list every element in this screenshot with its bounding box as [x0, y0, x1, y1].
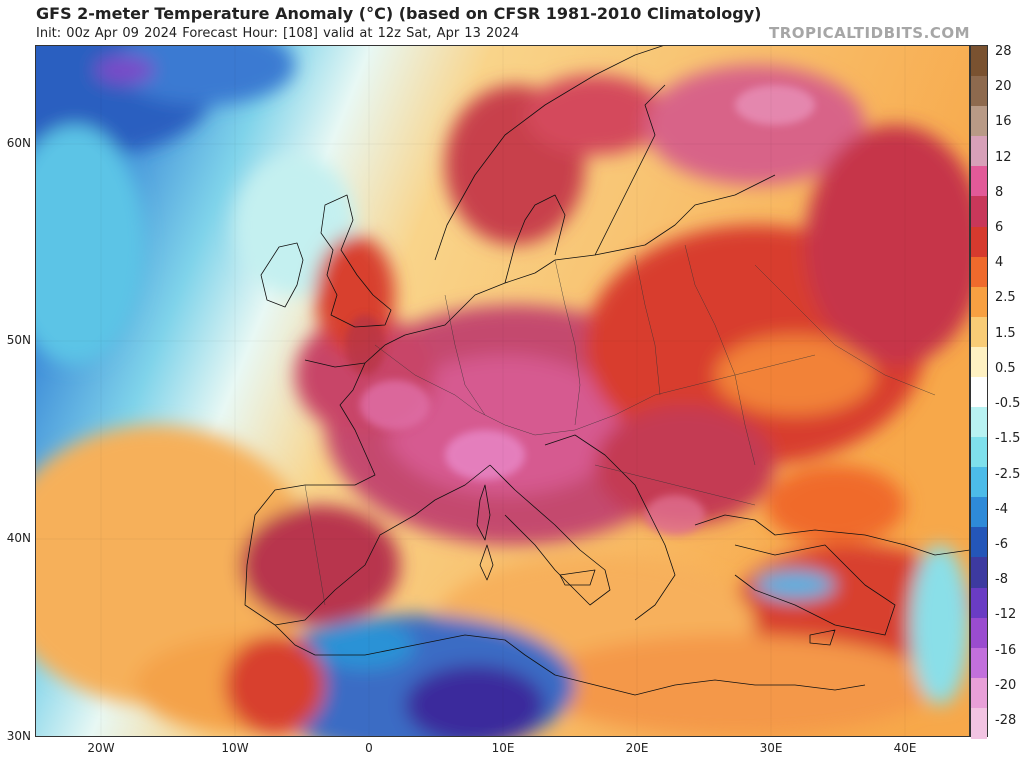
- color-scale-segment: [971, 316, 987, 348]
- map-field: [35, 45, 970, 737]
- color-scale-segment: [971, 497, 987, 529]
- color-scale-segment: [971, 196, 987, 228]
- color-scale-label: -6: [995, 536, 1008, 552]
- color-scale-label: 28: [995, 44, 1012, 59]
- color-scale-label: 12: [995, 149, 1012, 165]
- color-scale-label: 16: [995, 114, 1012, 130]
- lat-label-30n: 30N: [6, 729, 31, 743]
- color-scale-segment: [971, 346, 987, 378]
- color-scale-label: -1.5: [995, 431, 1021, 447]
- lon-label-20w: 20W: [87, 741, 115, 755]
- lat-label-50n: 50N: [6, 333, 31, 347]
- color-scale-label: 20: [995, 79, 1012, 95]
- color-scale-segment: [971, 587, 987, 619]
- color-scale-segment: [971, 557, 987, 589]
- color-scale-label: -0.5: [995, 396, 1021, 412]
- color-scale-label: -8: [995, 572, 1008, 588]
- color-scale-segment: [971, 166, 987, 198]
- color-scale-bar: [970, 45, 988, 739]
- brand-watermark: TROPICALTIDBITS.COM: [769, 24, 970, 42]
- color-scale-segment: [971, 467, 987, 499]
- color-scale-segment: [971, 136, 987, 168]
- color-scale-segment: [971, 256, 987, 288]
- color-scale-label: 4: [995, 255, 1004, 271]
- color-scale-segment: [971, 106, 987, 138]
- color-scale-label: -20: [995, 677, 1017, 693]
- map-subtitle: Init: 00z Apr 09 2024 Forecast Hour: [10…: [36, 26, 520, 41]
- lat-label-60n: 60N: [6, 136, 31, 150]
- borders: [304, 244, 936, 606]
- color-scale-segment: [971, 376, 987, 409]
- color-scale-segment: [971, 527, 987, 559]
- temperature-anomaly-map: [35, 45, 970, 737]
- color-scale-segment: [971, 677, 987, 709]
- lon-label-20e: 20E: [625, 741, 649, 755]
- color-scale-segment: [971, 437, 987, 469]
- color-scale-segment: [971, 707, 987, 739]
- lon-label-40e: 40E: [893, 741, 917, 755]
- color-scale-label: 8: [995, 184, 1004, 200]
- color-scale-segment: [971, 647, 987, 679]
- lat-label-40n: 40N: [6, 531, 31, 545]
- lon-label-10e: 10E: [491, 741, 515, 755]
- color-scale-segment: [971, 286, 987, 318]
- color-scale-label: -12: [995, 607, 1017, 623]
- color-scale-segment: [971, 46, 987, 78]
- lon-label-10w: 10W: [221, 741, 249, 755]
- color-scale-label: 2.5: [995, 290, 1016, 306]
- color-scale-label: -16: [995, 642, 1017, 658]
- color-scale-segment: [971, 76, 987, 108]
- color-scale-label: -4: [995, 501, 1008, 517]
- color-scale-segment: [971, 226, 987, 258]
- lon-label-30e: 30E: [759, 741, 783, 755]
- color-scale-label: 6: [995, 220, 1004, 236]
- coastlines: [244, 45, 970, 696]
- color-scale-label: -28: [995, 713, 1017, 728]
- color-scale-segment: [971, 407, 987, 439]
- graticule: [35, 45, 970, 737]
- lon-label-0: 0: [365, 741, 373, 755]
- color-scale-segment: [971, 617, 987, 649]
- color-scale-label: -2.5: [995, 466, 1021, 482]
- color-scale-label: 1.5: [995, 325, 1016, 341]
- map-title: GFS 2-meter Temperature Anomaly (°C) (ba…: [36, 4, 762, 23]
- color-scale-label: 0.5: [995, 360, 1016, 376]
